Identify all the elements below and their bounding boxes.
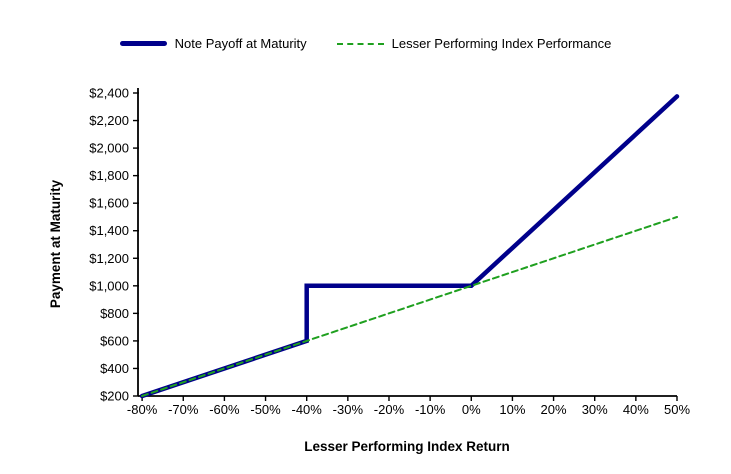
- x-tick-label: 50%: [664, 402, 690, 417]
- chart-legend: Note Payoff at Maturity Lesser Performin…: [0, 36, 731, 51]
- series-line-0: [139, 94, 680, 399]
- series-lines: [139, 94, 680, 399]
- series-line-1: [141, 216, 678, 397]
- y-axis-title: Payment at Maturity: [48, 179, 63, 308]
- y-tick-label: $1,800: [89, 168, 129, 183]
- x-tick-label: 40%: [623, 402, 649, 417]
- legend-item-note-payoff: Note Payoff at Maturity: [119, 36, 307, 51]
- y-tick-label: $1,400: [89, 223, 129, 238]
- x-axis-title: Lesser Performing Index Return: [304, 439, 510, 454]
- x-tick-label: 10%: [499, 402, 525, 417]
- y-tick-label: $600: [100, 333, 129, 348]
- y-tick-label: $800: [100, 306, 129, 321]
- y-tick-label: $2,200: [89, 113, 129, 128]
- x-tick-label: 0%: [462, 402, 481, 417]
- x-tick-label: -70%: [168, 402, 199, 417]
- y-tick-label: $400: [100, 361, 129, 376]
- axes: -80% -70% -60% -50% -40% -30% -20% -10% 0% 10% 20%…: [89, 86, 690, 418]
- x-tick-label: -60%: [209, 402, 240, 417]
- y-tick-label: $2,400: [89, 86, 129, 101]
- y-tick-label: $1,600: [89, 196, 129, 211]
- y-tick-label: $2,000: [89, 141, 129, 156]
- x-tick-label: -10%: [415, 402, 446, 417]
- y-tick-label: $1,000: [89, 278, 129, 293]
- x-tick-label: -20%: [374, 402, 405, 417]
- legend-label-index-performance: Lesser Performing Index Performance: [391, 36, 612, 51]
- x-tick-label: -40%: [292, 402, 323, 417]
- legend-item-index-performance: Lesser Performing Index Performance: [336, 36, 612, 51]
- x-tick-label: -30%: [333, 402, 364, 417]
- legend-label-note-payoff: Note Payoff at Maturity: [174, 36, 307, 51]
- y-tick-label: $1,200: [89, 251, 129, 266]
- x-tick-label: -80%: [127, 402, 158, 417]
- x-tick-label: -50%: [250, 402, 281, 417]
- x-tick-label: 20%: [541, 402, 567, 417]
- x-tick-label: 30%: [582, 402, 608, 417]
- note-payoff-legend-line: [119, 41, 167, 46]
- index-performance-legend-line: [336, 42, 384, 45]
- y-tick-label: $200: [100, 389, 129, 404]
